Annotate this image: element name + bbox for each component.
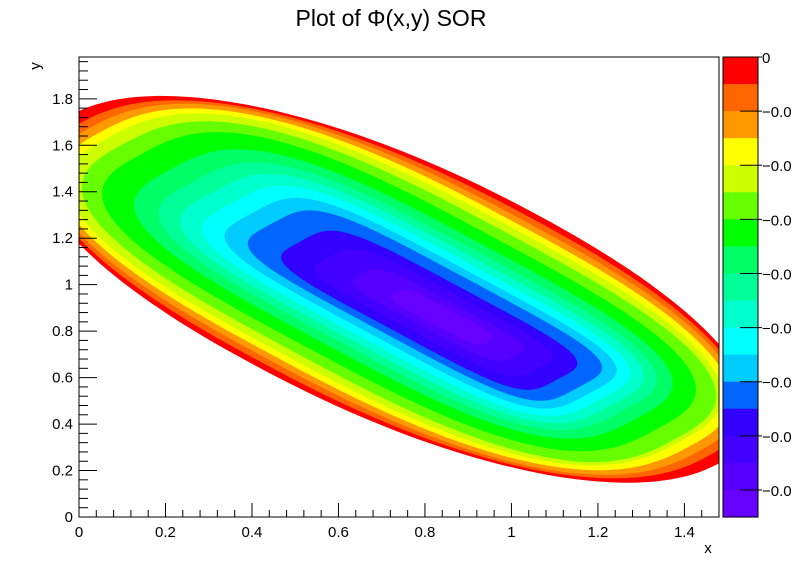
x-tick-label: 0.8 bbox=[415, 524, 436, 541]
colorbar-swatch bbox=[723, 192, 758, 220]
colorbar-swatch bbox=[723, 246, 758, 275]
colorbar-swatch bbox=[723, 435, 758, 464]
colorbar-tick-label: −0.0 bbox=[762, 321, 792, 338]
colorbar-tick-label: −0.0 bbox=[762, 429, 792, 446]
y-tick-label: 1.6 bbox=[52, 137, 73, 154]
colorbar-tick-label: −0.0 bbox=[762, 212, 792, 229]
x-tick-label: 0.2 bbox=[155, 524, 176, 541]
contour-level-16 bbox=[390, 289, 494, 345]
chart-title: Plot of Φ(x,y) SOR bbox=[296, 5, 487, 31]
colorbar-swatch bbox=[723, 300, 758, 329]
y-tick-label: 1 bbox=[65, 277, 73, 294]
y-tick-label: 0 bbox=[65, 509, 73, 526]
y-tick-label: 1.8 bbox=[52, 91, 73, 108]
x-tick-label: 0.6 bbox=[328, 524, 349, 541]
colorbar-swatch bbox=[723, 219, 758, 248]
x-tick-label: 1 bbox=[507, 524, 515, 541]
colorbar-tick-label: −0.0 bbox=[762, 375, 792, 392]
colorbar-swatch bbox=[723, 489, 758, 518]
colorbar-swatch bbox=[723, 462, 758, 491]
y-tick-label: 1.2 bbox=[52, 230, 73, 247]
colorbar-tick-label: −0.0 bbox=[762, 104, 792, 121]
colorbar-tick-label: −0.0 bbox=[762, 483, 792, 500]
colorbar: 0 −0.0 −0.0 −0.0 −0.0 −0.0 −0.0 −0.0 −0.0 bbox=[722, 50, 792, 518]
plot-frame bbox=[78, 56, 720, 518]
y-tick-label: 1.4 bbox=[52, 184, 73, 201]
y-tick-label: 0.4 bbox=[52, 416, 73, 433]
colorbar-swatch bbox=[723, 111, 758, 139]
x-axis: 0 0.2 0.4 0.6 0.8 1 1.2 1.4 bbox=[75, 503, 703, 541]
colorbar-swatch bbox=[723, 273, 758, 302]
colorbar-swatch bbox=[723, 84, 758, 112]
colorbar-swatch bbox=[723, 165, 758, 193]
colorbar-tick-label: −0.0 bbox=[762, 158, 792, 175]
x-tick-label: 1.2 bbox=[587, 524, 608, 541]
y-tick-label: 0.6 bbox=[52, 370, 73, 387]
contour-fill-group bbox=[79, 95, 719, 483]
y-axis-label: y bbox=[27, 62, 44, 70]
colorbar-swatch bbox=[723, 381, 758, 410]
colorbar-swatch bbox=[723, 408, 758, 437]
x-axis-label: x bbox=[704, 540, 712, 557]
y-axis: 0 0.2 0.4 0.6 0.8 1 1.2 1.4 1.6 1.8 bbox=[52, 61, 97, 526]
colorbar-swatch bbox=[723, 327, 758, 356]
x-tick-label: 0.4 bbox=[242, 524, 263, 541]
colorbar-tick-label: −0.0 bbox=[762, 266, 792, 283]
x-tick-label: 1.4 bbox=[674, 524, 695, 541]
colorbar-swatch bbox=[723, 57, 758, 85]
y-tick-label: 0.8 bbox=[52, 323, 73, 340]
x-tick-label: 0 bbox=[75, 524, 83, 541]
y-tick-label: 0.2 bbox=[52, 463, 73, 480]
colorbar-swatch bbox=[723, 354, 758, 383]
colorbar-tick-label: 0 bbox=[762, 50, 770, 67]
colorbar-swatch bbox=[723, 138, 758, 166]
